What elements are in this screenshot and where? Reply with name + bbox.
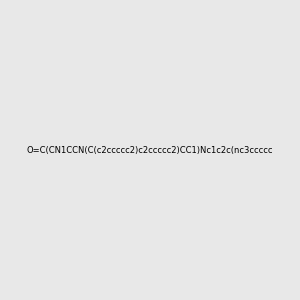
Text: O=C(CN1CCN(C(c2ccccc2)c2ccccc2)CC1)Nc1c2c(nc3ccccc: O=C(CN1CCN(C(c2ccccc2)c2ccccc2)CC1)Nc1c2… xyxy=(27,146,273,154)
